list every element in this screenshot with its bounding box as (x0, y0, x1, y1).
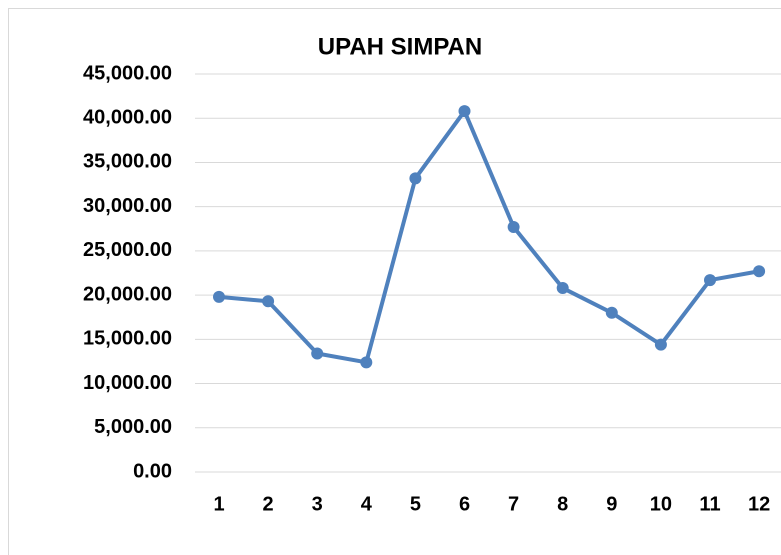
x-tick-label: 7 (508, 493, 519, 515)
line (218, 109, 760, 365)
chart-title: UPAH SIMPAN (318, 33, 482, 60)
x-tick-label: 2 (263, 493, 274, 515)
y-tick-label: 45,000.00 (83, 62, 172, 84)
x-tick-label: 11 (699, 493, 720, 515)
y-tick-label: 5,000.00 (94, 416, 172, 438)
x-tick-label: 4 (361, 493, 373, 515)
point (262, 295, 275, 308)
point (458, 105, 471, 118)
y-tick-label: 25,000.00 (83, 239, 172, 261)
point (753, 265, 766, 278)
y-tick-label: 15,000.00 (83, 328, 172, 350)
x-tick-label: 12 (748, 493, 770, 515)
x-tick-label: 5 (410, 493, 421, 515)
x-tick-label: 9 (606, 493, 617, 515)
y-tick-label: 35,000.00 (83, 151, 172, 173)
y-tick-label: 0.00 (133, 460, 172, 482)
point (556, 282, 569, 295)
y-tick-label: 20,000.00 (83, 283, 172, 305)
point (654, 338, 667, 351)
chart-border (8, 8, 781, 555)
point (704, 274, 716, 287)
x-tick-label: 8 (557, 493, 568, 515)
x-tick-label: 6 (459, 493, 470, 515)
point (605, 306, 618, 319)
x-tick-label: 1 (213, 493, 224, 515)
point (213, 290, 225, 303)
point (311, 347, 324, 360)
x-tick-label: 10 (650, 493, 672, 515)
point (360, 356, 373, 369)
y-tick-label: 40,000.00 (83, 107, 172, 129)
point (507, 221, 520, 234)
y-tick-label: 10,000.00 (83, 372, 172, 394)
point (409, 172, 422, 185)
y-tick-label: 30,000.00 (83, 195, 172, 217)
x-tick-label: 3 (312, 493, 323, 515)
